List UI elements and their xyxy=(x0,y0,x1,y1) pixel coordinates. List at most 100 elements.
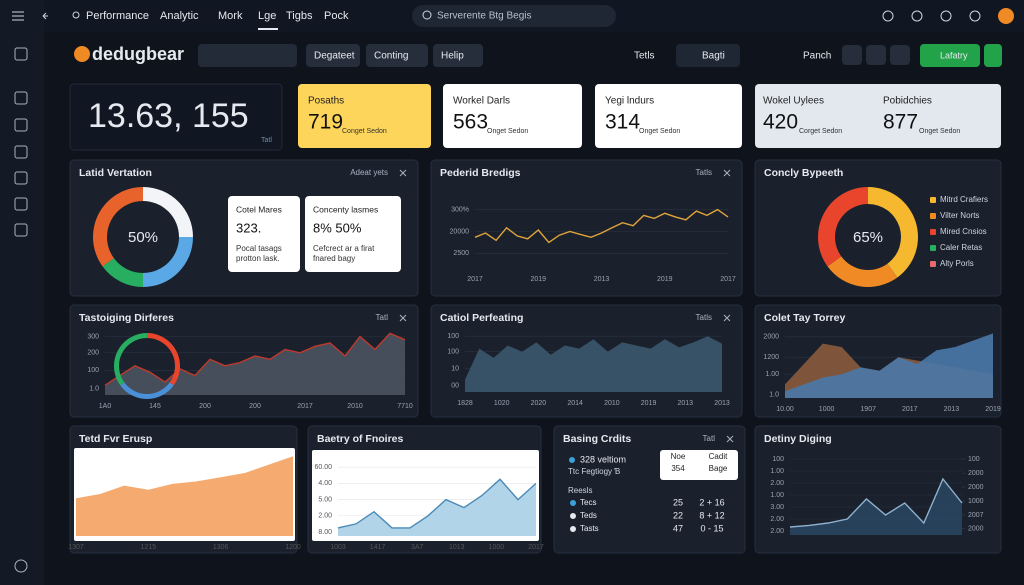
y-tick-label: 2.00 xyxy=(318,513,332,520)
x-tick-label: 145 xyxy=(149,403,161,410)
y2-tick-label: 2000 xyxy=(968,470,984,477)
dropdown-label[interactable]: Tetls xyxy=(634,51,655,62)
y-tick-label: 100 xyxy=(87,367,99,374)
kpi-value: 877 xyxy=(883,111,918,134)
toolbar-label[interactable]: Panch xyxy=(803,51,831,62)
info-box-text: Cadit xyxy=(709,452,728,461)
search-input[interactable] xyxy=(198,44,297,67)
area xyxy=(785,333,993,398)
panel-title: Colet Tay Torrey xyxy=(764,312,845,324)
kpi-note: Onget Sedon xyxy=(487,128,528,135)
legend-label: Mired Cnsios xyxy=(940,227,987,236)
row-value: 22 xyxy=(673,510,683,520)
panel-menu-icon[interactable] xyxy=(723,314,731,322)
kpi-title: Wokel Uylees xyxy=(763,96,824,107)
nav-item[interactable]: Pock xyxy=(324,10,349,22)
x-tick-label: 2017 xyxy=(902,406,918,413)
search-box[interactable] xyxy=(412,5,616,27)
sidebar-icon xyxy=(14,118,28,132)
button[interactable] xyxy=(306,44,360,67)
kpi-card xyxy=(755,84,1001,148)
nav-icon[interactable] xyxy=(940,10,952,22)
y-tick-label: 1.0 xyxy=(769,391,779,398)
icon-button[interactable] xyxy=(842,45,862,65)
y-tick-label: 2.00 xyxy=(770,516,784,523)
x-tick-label: 7710 xyxy=(397,403,413,410)
stat-line: fnared bagy xyxy=(313,254,355,263)
kpi-title: Pobidchies xyxy=(883,96,932,107)
kpi-value: 314 xyxy=(605,111,640,134)
row-value: 47 xyxy=(673,523,683,533)
nav-item[interactable]: Tigbs xyxy=(286,10,313,22)
panel-menu-icon[interactable] xyxy=(723,169,731,177)
nav-icon[interactable] xyxy=(969,10,981,22)
nav-icon[interactable] xyxy=(911,10,923,22)
confirm-button[interactable] xyxy=(984,44,1002,67)
stat: 328 veltiom xyxy=(580,454,626,464)
info-box-text: Bage xyxy=(709,464,728,473)
avatar[interactable] xyxy=(998,8,1014,24)
panel-menu-icon[interactable] xyxy=(399,169,407,177)
x-tick-label: 2019 xyxy=(641,400,657,407)
panel xyxy=(430,159,743,297)
button-label: Degateet xyxy=(314,51,355,62)
info-box-text: 354 xyxy=(671,464,685,473)
sidebar-icon xyxy=(14,223,28,237)
donut-segment xyxy=(120,382,174,400)
row-dot xyxy=(570,513,576,519)
panel-menu-icon[interactable] xyxy=(726,435,734,443)
area xyxy=(338,479,536,536)
panel-menu-icon[interactable] xyxy=(399,314,407,322)
x-tick-label: 2017 xyxy=(297,403,313,410)
y-tick-label: 8.00 xyxy=(318,529,332,536)
x-tick-label: 2013 xyxy=(677,400,693,407)
dropdown[interactable] xyxy=(676,44,740,67)
section-label: Reesls xyxy=(568,486,592,495)
area xyxy=(105,333,405,395)
primary-button[interactable] xyxy=(920,44,980,67)
row-value: 25 xyxy=(673,497,683,507)
x-tick-label: 200 xyxy=(199,403,211,410)
donut-segment xyxy=(113,333,147,386)
donut-segment xyxy=(147,333,180,386)
x-tick-label: 200 xyxy=(249,403,261,410)
icon-button[interactable] xyxy=(866,45,886,65)
legend-swatch xyxy=(930,245,936,251)
x-tick-label: 2013 xyxy=(714,400,730,407)
nav-icon[interactable] xyxy=(882,10,894,22)
y2-tick-label: 2000 xyxy=(968,525,984,532)
legend-label: Alty Porls xyxy=(940,259,974,268)
kpi-value: 719 xyxy=(308,111,343,134)
nav-item[interactable]: Mork xyxy=(218,10,243,22)
x-tick-label: 1417 xyxy=(370,544,386,551)
panel-title: Detiny Diging xyxy=(764,433,832,445)
line xyxy=(474,208,729,244)
nav-item[interactable]: Lge xyxy=(258,10,276,22)
icon-button[interactable] xyxy=(890,45,910,65)
button[interactable] xyxy=(366,44,428,67)
sidebar xyxy=(0,0,44,585)
search-placeholder: Serverente Btg Begis xyxy=(437,11,532,22)
kpi-card xyxy=(69,83,283,151)
row-dot xyxy=(570,526,576,532)
sidebar-icon xyxy=(14,91,28,105)
y2-tick-label: 100 xyxy=(968,456,980,463)
panel-tag: Tatl xyxy=(376,313,389,322)
logo: dedugbear xyxy=(92,44,184,64)
button[interactable] xyxy=(433,44,483,67)
back-icon xyxy=(42,12,48,20)
x-tick-label: 2013 xyxy=(594,276,610,283)
nav-item[interactable]: Analytic xyxy=(160,10,199,22)
y-tick-label: 2000 xyxy=(763,334,779,341)
panel-title: Tetd Fvr Erusp xyxy=(79,433,152,445)
row-dot xyxy=(570,500,576,506)
y-tick-label: 100 xyxy=(447,349,459,356)
kpi-title: Yegi lndurs xyxy=(605,96,654,107)
donut-center-label: 50% xyxy=(128,229,158,246)
x-tick-label: 1200 xyxy=(285,544,301,551)
row-label: Tecs xyxy=(580,498,596,507)
nav-item[interactable]: Performance xyxy=(86,10,149,22)
sidebar-icon xyxy=(14,559,28,573)
y-tick-label: 5.00 xyxy=(318,496,332,503)
x-tick-label: 1828 xyxy=(457,400,473,407)
